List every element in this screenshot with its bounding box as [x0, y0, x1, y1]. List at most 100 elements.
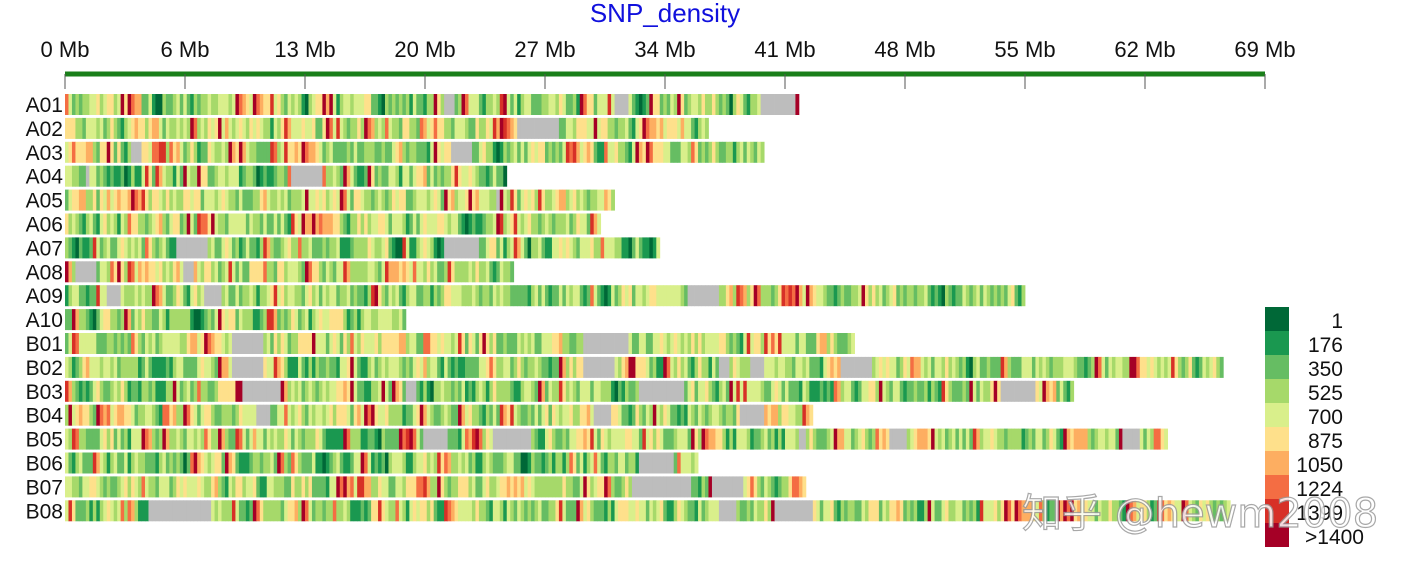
density-bin: [447, 285, 452, 307]
density-bin: [1157, 500, 1162, 522]
density-bin: [1181, 356, 1186, 378]
density-bin: [398, 476, 403, 498]
density-bin: [715, 285, 720, 307]
density-bin: [256, 404, 261, 426]
density-bin: [670, 333, 675, 354]
density-bin: [120, 428, 125, 450]
density-bin: [607, 189, 612, 211]
density-bin: [245, 189, 250, 211]
density-bin: [113, 213, 118, 235]
density-bin: [124, 309, 129, 331]
density-bin: [572, 356, 577, 378]
density-bin: [228, 500, 233, 522]
density-bin: [68, 309, 73, 331]
density-bin: [527, 213, 532, 235]
density-bin: [249, 237, 254, 259]
density-bin: [649, 452, 654, 474]
density-bin: [1018, 285, 1022, 307]
density-bin: [1111, 500, 1116, 522]
density-bin: [593, 237, 598, 259]
density-bin: [903, 285, 908, 307]
density-bin: [308, 500, 313, 522]
density-bin: [788, 428, 793, 450]
density-bin: [148, 189, 153, 211]
density-bin: [649, 500, 654, 522]
density-bin: [426, 428, 431, 450]
density-bin: [545, 141, 549, 163]
density-bin: [120, 500, 125, 522]
density-bin: [461, 213, 466, 235]
density-bin: [325, 452, 330, 474]
density-bin: [715, 428, 720, 450]
density-bin: [378, 404, 382, 426]
density-bin: [847, 285, 852, 307]
density-bin: [92, 189, 97, 211]
density-bin: [162, 117, 167, 139]
density-bin: [235, 452, 240, 474]
density-bin: [183, 141, 188, 163]
density-bin: [503, 189, 508, 211]
density-bin: [1153, 428, 1158, 450]
density-bin: [197, 141, 202, 163]
density-bin: [858, 428, 862, 450]
density-bin: [1087, 428, 1092, 450]
density-bin: [1025, 500, 1029, 522]
density-bin: [315, 404, 320, 426]
density-bin: [127, 165, 132, 187]
density-bin: [75, 189, 80, 211]
density-bin: [311, 237, 316, 259]
density-bin: [631, 380, 636, 402]
density-bin: [158, 404, 163, 426]
density-bin: [141, 428, 146, 450]
density-bin: [534, 285, 539, 307]
density-bin: [625, 380, 629, 402]
density-bin: [1122, 356, 1127, 378]
density-bin: [308, 213, 313, 235]
density-bin: [252, 476, 257, 498]
density-bin: [315, 165, 320, 187]
density-bin: [743, 333, 748, 354]
density-bin: [1011, 285, 1015, 307]
density-bin: [858, 356, 862, 378]
density-bin: [169, 94, 174, 115]
density-bin: [983, 356, 988, 378]
density-bin: [976, 380, 981, 402]
density-bin: [496, 94, 501, 115]
density-bin: [618, 428, 622, 450]
density-bin: [597, 356, 602, 378]
density-bin: [423, 189, 428, 211]
density-bin: [785, 404, 789, 426]
density-bin: [426, 237, 431, 259]
density-bin: [558, 404, 563, 426]
density-bin: [273, 333, 278, 354]
density-bin: [631, 500, 636, 522]
density-bin: [485, 189, 490, 211]
density-bin: [649, 141, 654, 163]
density-bin: [99, 261, 104, 283]
density-bin: [245, 404, 250, 426]
density-bin: [172, 141, 177, 163]
density-bin: [677, 500, 682, 522]
density-bin: [785, 94, 789, 115]
density-bin: [903, 428, 908, 450]
density-bin: [851, 285, 855, 307]
chromosome-track: [65, 404, 814, 426]
density-bin: [325, 213, 330, 235]
density-bin: [621, 333, 626, 354]
density-bin: [294, 189, 299, 211]
density-bin: [336, 165, 341, 187]
density-bin: [68, 500, 73, 522]
density-bin: [65, 380, 69, 402]
density-bin: [1188, 500, 1193, 522]
density-bin: [718, 404, 723, 426]
density-bin: [419, 500, 424, 522]
density-bin: [218, 476, 222, 498]
density-bin: [378, 380, 382, 402]
density-bin: [200, 189, 205, 211]
density-bin: [531, 117, 535, 139]
density-bin: [186, 261, 191, 283]
density-bin: [576, 452, 581, 474]
density-bin: [339, 356, 344, 378]
density-bin: [569, 500, 574, 522]
density-bin: [680, 500, 685, 522]
